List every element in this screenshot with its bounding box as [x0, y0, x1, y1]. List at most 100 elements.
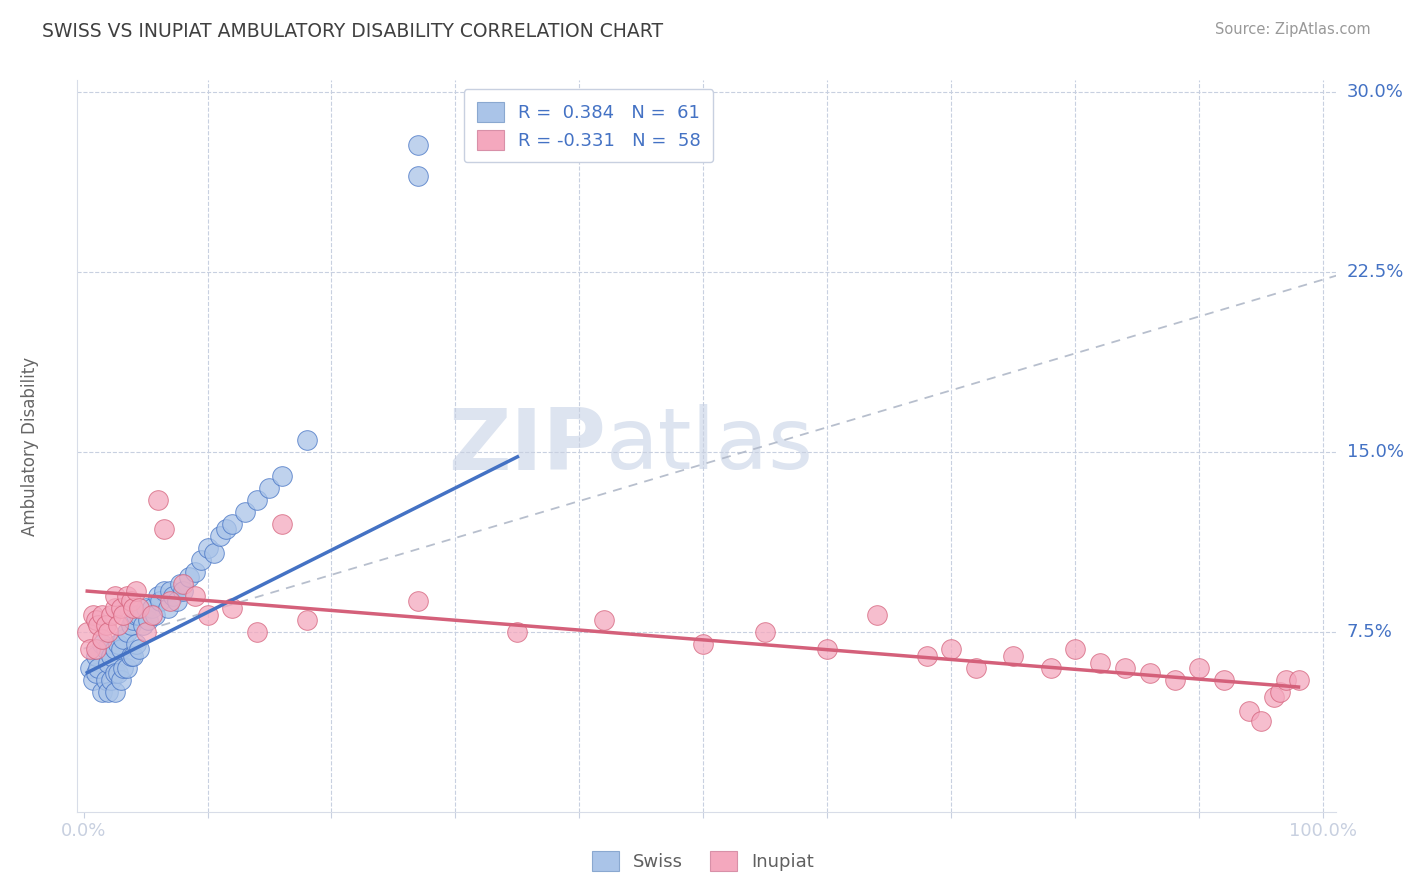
Point: [91, 637, 114, 651]
Point: [295, 433, 318, 447]
Point: [1288, 673, 1310, 687]
Point: [259, 481, 281, 495]
Point: [246, 624, 269, 639]
Text: Source: ZipAtlas.com: Source: ZipAtlas.com: [1215, 22, 1371, 37]
Point: [197, 608, 219, 623]
Point: [132, 617, 155, 632]
Point: [120, 593, 142, 607]
Point: [103, 641, 125, 656]
Point: [145, 608, 167, 623]
Point: [84, 641, 107, 656]
Point: [233, 505, 256, 519]
Point: [134, 600, 156, 615]
Point: [112, 608, 135, 623]
Point: [84, 648, 107, 663]
Point: [87, 661, 110, 675]
Point: [221, 516, 243, 531]
Point: [1139, 665, 1161, 680]
Point: [91, 632, 114, 646]
Point: [115, 661, 138, 675]
Point: [1088, 656, 1111, 670]
Point: [184, 565, 207, 579]
Point: [1237, 704, 1260, 718]
Point: [169, 577, 191, 591]
Point: [79, 641, 101, 656]
Point: [107, 665, 129, 680]
Point: [246, 492, 269, 507]
Point: [84, 665, 107, 680]
Point: [103, 600, 125, 615]
Point: [100, 673, 122, 687]
Text: 22.5%: 22.5%: [1347, 263, 1405, 281]
Point: [965, 661, 987, 675]
Point: [1114, 661, 1136, 675]
Point: [76, 624, 98, 639]
Point: [1064, 641, 1087, 656]
Text: ZIP: ZIP: [449, 404, 606, 488]
Point: [166, 593, 188, 607]
Point: [1268, 685, 1291, 699]
Point: [82, 673, 104, 687]
Legend: R =  0.384   N =  61, R = -0.331   N =  58: R = 0.384 N = 61, R = -0.331 N = 58: [464, 89, 713, 162]
Point: [122, 600, 145, 615]
Point: [146, 589, 169, 603]
Point: [177, 570, 200, 584]
Legend: Swiss, Inupiat: Swiss, Inupiat: [585, 844, 821, 879]
Point: [110, 673, 132, 687]
Point: [172, 577, 194, 591]
Point: [184, 589, 207, 603]
Point: [112, 632, 135, 646]
Point: [1163, 673, 1185, 687]
Point: [1039, 661, 1062, 675]
Point: [124, 637, 146, 651]
Point: [91, 685, 114, 699]
Point: [124, 608, 146, 623]
Point: [128, 641, 150, 656]
Point: [1263, 690, 1285, 704]
Point: [270, 516, 292, 531]
Point: [692, 637, 714, 651]
Point: [406, 169, 429, 184]
Point: [149, 593, 172, 607]
Point: [1002, 648, 1025, 663]
Point: [156, 600, 179, 615]
Point: [190, 553, 212, 567]
Point: [97, 685, 120, 699]
Point: [506, 624, 529, 639]
Point: [128, 608, 150, 623]
Point: [270, 469, 292, 483]
Text: SWISS VS INUPIAT AMBULATORY DISABILITY CORRELATION CHART: SWISS VS INUPIAT AMBULATORY DISABILITY C…: [42, 22, 664, 41]
Point: [112, 661, 135, 675]
Point: [82, 608, 104, 623]
Point: [141, 608, 163, 623]
Point: [197, 541, 219, 555]
Point: [866, 608, 889, 623]
Text: Ambulatory Disability: Ambulatory Disability: [21, 357, 38, 535]
Point: [202, 546, 225, 560]
Point: [1188, 661, 1211, 675]
Point: [120, 648, 142, 663]
Point: [94, 617, 117, 632]
Point: [915, 648, 938, 663]
Point: [97, 656, 120, 670]
Point: [79, 661, 101, 675]
Point: [1275, 673, 1298, 687]
Point: [122, 648, 145, 663]
Point: [94, 641, 117, 656]
Point: [120, 617, 142, 632]
Point: [136, 613, 159, 627]
Point: [215, 522, 238, 536]
Point: [1250, 714, 1272, 728]
Point: [162, 589, 184, 603]
Point: [100, 648, 122, 663]
Point: [110, 641, 132, 656]
Point: [159, 584, 181, 599]
Point: [103, 589, 125, 603]
Point: [815, 641, 838, 656]
Text: 15.0%: 15.0%: [1347, 443, 1403, 461]
Point: [593, 613, 616, 627]
Point: [100, 608, 122, 623]
Point: [97, 624, 120, 639]
Point: [91, 608, 114, 623]
Text: atlas: atlas: [606, 404, 814, 488]
